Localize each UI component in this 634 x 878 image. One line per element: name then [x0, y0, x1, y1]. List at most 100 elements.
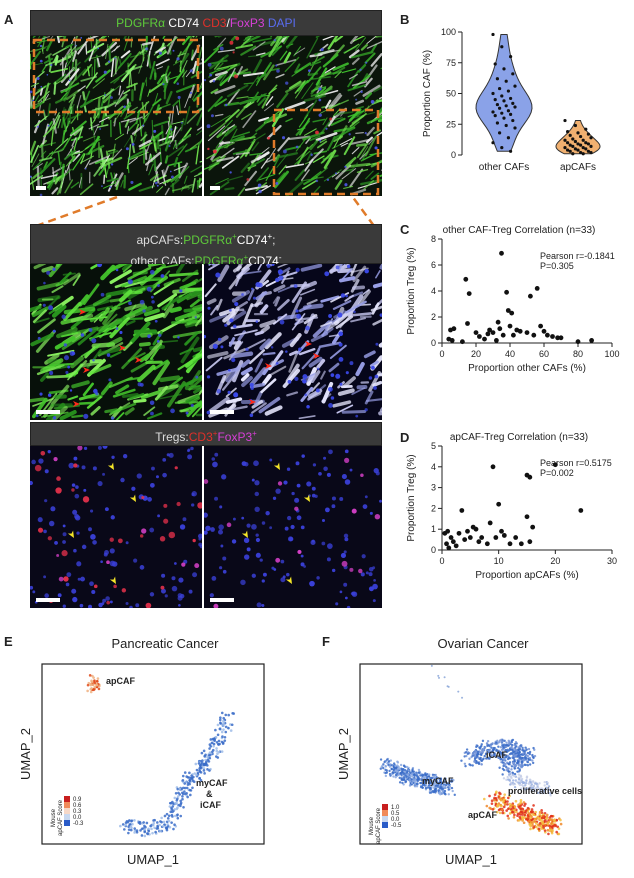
cell-point — [89, 690, 93, 694]
cell-point — [188, 771, 191, 775]
cell-point — [487, 756, 490, 759]
cell-point — [479, 753, 482, 756]
cell-point — [224, 730, 228, 734]
cell-point — [514, 799, 518, 803]
cell-point — [135, 829, 139, 832]
cell-point — [491, 808, 495, 811]
cell-point — [513, 813, 516, 817]
cell-point — [421, 777, 424, 780]
legend-title: Mouse — [51, 808, 57, 827]
cell-point — [489, 751, 492, 754]
cell-point — [506, 803, 509, 806]
cell-point — [546, 788, 549, 791]
cell-point — [539, 787, 543, 790]
data-point — [500, 94, 504, 98]
cell-point — [550, 818, 554, 821]
data-point — [571, 152, 575, 156]
panel-label-a: A — [4, 12, 14, 27]
cell-point — [518, 769, 521, 772]
cell-point — [392, 775, 395, 778]
cell-point — [162, 820, 166, 824]
cell-point — [426, 786, 430, 789]
arrowhead-marker — [273, 462, 280, 470]
y-tick-label: 2 — [431, 503, 436, 513]
arrowhead-marker — [83, 367, 90, 373]
cell-point — [513, 808, 516, 812]
cell-point — [470, 755, 473, 759]
cell-point — [176, 795, 180, 798]
cell-point — [192, 775, 195, 779]
data-point — [555, 335, 560, 341]
cell-point — [548, 818, 552, 821]
cell-point — [150, 827, 153, 831]
cell-point — [504, 748, 508, 752]
cell-point — [405, 775, 408, 778]
cell-point — [520, 813, 524, 816]
data-point — [513, 535, 519, 540]
micrograph-overview — [30, 36, 202, 196]
data-point — [541, 328, 547, 334]
cell-point — [129, 825, 133, 828]
cell-point — [517, 773, 521, 776]
data-point — [491, 110, 495, 114]
header-segment: + — [212, 429, 218, 438]
data-point — [573, 147, 577, 151]
cell-point — [505, 809, 508, 812]
cell-point — [223, 739, 227, 742]
cell-point — [379, 758, 383, 761]
cell-point — [219, 716, 222, 720]
cell-point — [431, 779, 434, 783]
cell-point — [386, 758, 389, 761]
cell-point — [499, 746, 503, 749]
cell-point — [430, 664, 433, 667]
cell-point — [183, 790, 186, 793]
cell-point — [468, 763, 471, 766]
data-point — [545, 332, 550, 338]
cell-point — [534, 787, 538, 790]
cell-point — [516, 751, 520, 754]
cell-point — [520, 753, 523, 756]
cell-point — [476, 750, 480, 754]
cell-point — [530, 789, 533, 792]
cell-point — [559, 818, 562, 822]
data-point — [589, 150, 593, 155]
cell-point — [127, 831, 130, 835]
cell-point — [95, 680, 99, 683]
umap-y-label: UMAP_2 — [336, 728, 351, 780]
arrowhead-marker — [129, 494, 136, 502]
y-axis-label: Proportion Treg (%) — [406, 247, 417, 334]
cell-point — [440, 791, 444, 794]
cell-point — [555, 830, 558, 834]
cell-point — [500, 804, 503, 808]
scale-bar — [210, 598, 234, 602]
cell-point — [508, 802, 512, 806]
cell-point — [133, 819, 136, 822]
data-point — [578, 508, 584, 513]
legend-subtitle: apCAF Score — [376, 807, 382, 844]
cell-point — [517, 746, 520, 749]
data-point — [511, 72, 515, 76]
cell-point — [408, 778, 411, 781]
cell-point — [183, 771, 187, 774]
data-point — [511, 118, 515, 123]
data-point — [498, 131, 502, 135]
legend-subtitle: apCAF Score — [58, 799, 64, 836]
cell-point — [464, 764, 467, 768]
cell-point — [506, 754, 510, 757]
cell-point — [164, 826, 168, 829]
header-segment: + — [252, 429, 257, 438]
cell-point — [525, 779, 528, 783]
cell-point — [531, 753, 534, 757]
cell-point — [202, 749, 206, 753]
header-segment: + — [267, 232, 273, 241]
cell-point — [416, 777, 420, 781]
cell-point — [394, 764, 397, 768]
data-point — [507, 323, 513, 329]
panel-label-e: E — [4, 634, 13, 649]
cluster-label-apcaf: apCAF — [468, 810, 498, 820]
legend-swatch — [382, 816, 388, 822]
cell-point — [223, 735, 227, 739]
data-point — [584, 147, 588, 151]
cell-point — [518, 783, 522, 787]
cell-point — [499, 752, 502, 755]
